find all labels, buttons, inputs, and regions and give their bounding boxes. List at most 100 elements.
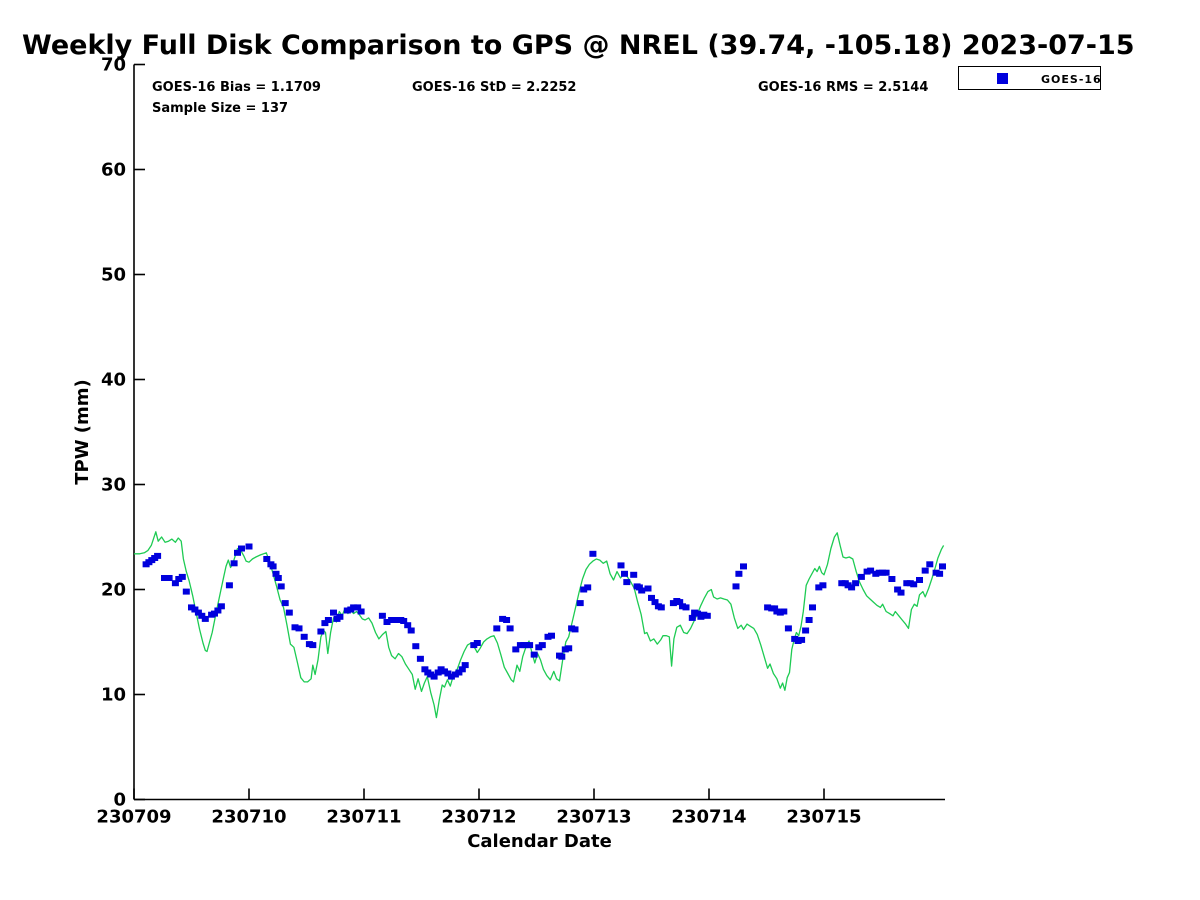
goes16-point [764,604,772,611]
goes16-point [732,583,740,590]
goes16-point [412,643,420,650]
goes16-point [815,584,823,591]
goes16-point [263,556,271,562]
goes16-point [295,625,303,632]
goes16-point [512,646,520,653]
goes16-point [499,615,507,622]
goes16-point [309,642,317,649]
goes16-point [676,599,684,606]
goes16-point [638,587,646,594]
goes16-point [576,600,584,607]
goes16-point [910,581,918,588]
goes16-point [383,619,391,625]
goes16-point [819,582,827,589]
goes16-point [161,575,168,581]
goes16-point [336,613,344,620]
x-tick-label: 230713 [556,807,631,828]
goes16-point [635,584,643,591]
goes16-point [621,570,628,577]
goes16-point [269,563,277,570]
goes16-point [580,586,588,593]
goes16-point [771,605,779,612]
x-tick-label: 230712 [441,807,516,828]
goes16-point [191,606,199,613]
goes16-point [274,575,282,581]
goes16-point [230,560,238,567]
goes16-point [281,600,289,607]
chart-title: Weekly Full Disk Comparison to GPS @ NRE… [22,30,1135,61]
goes16-point [538,642,546,649]
goes16-point [165,575,173,581]
goes16-point [548,632,555,639]
x-tick-label: 230714 [671,807,746,828]
goes16-point [571,626,579,633]
legend-marker-square-icon [997,73,1008,84]
goes16-point [461,662,469,669]
goes16-point [285,609,293,616]
goes16-point [447,673,455,680]
goes16-point [272,570,280,577]
goes16-point [805,617,813,623]
goes16-point [277,583,285,590]
goes16-point [354,604,362,611]
goes16-point [780,608,788,615]
goes16-point [291,624,299,631]
goes16-point [444,670,452,677]
goes16-point [506,625,514,632]
goes16-point [852,580,860,587]
goes16-point [926,561,934,568]
goes16-point [882,569,890,576]
goes16-point [682,604,690,611]
goes16-point [617,562,625,569]
goes16-point [171,580,179,587]
goes16-point [921,567,929,574]
goes16-point [473,640,481,646]
goes16-point [421,666,429,673]
y-tick-label: 20 [101,580,126,601]
goes16-point [182,588,190,595]
goes16-point [317,628,325,635]
y-tick-label: 40 [101,370,126,391]
goes16-point [493,625,501,632]
goes16-point [458,666,466,673]
goes16-point [623,579,631,586]
stat-bias: GOES-16 Bias = 1.1709 [152,80,321,95]
goes16-point [809,604,816,611]
goes16-point [630,571,638,578]
goes16-point [936,570,944,577]
goes16-point [688,614,696,621]
goes16-point [530,651,538,658]
goes16-point [657,604,665,611]
stat-rms: GOES-16 RMS = 2.5144 [758,80,929,95]
goes16-point [694,610,701,617]
goes16-point [154,552,162,559]
goes16-point [939,563,946,570]
goes16-point [565,645,573,652]
goes16-point [888,576,896,582]
goes16-point [321,620,329,627]
stat-std: GOES-16 StD = 2.2252 [412,80,577,95]
y-tick-label: 60 [101,160,126,181]
y-tick-label: 70 [101,55,126,76]
goes16-point [798,636,806,643]
goes16-point [857,573,865,580]
goes16-point [194,609,202,616]
goes16-point [735,570,743,577]
goes16-point [867,567,875,574]
x-tick-label: 230710 [211,807,286,828]
goes16-point [644,585,652,592]
x-tick-label: 230711 [326,807,401,828]
goes16-point [234,549,241,556]
goes16-point [211,610,218,617]
goes16-point [330,609,337,616]
goes16-point [802,627,810,634]
goes16-point [916,577,923,583]
x-tick-label: 230715 [786,807,861,828]
goes16-point [400,618,408,624]
goes16-point [455,669,463,676]
goes16-point [897,589,905,596]
goes16-point [300,633,308,640]
x-tick-label: 230709 [96,807,171,828]
y-tick-label: 0 [113,790,126,811]
